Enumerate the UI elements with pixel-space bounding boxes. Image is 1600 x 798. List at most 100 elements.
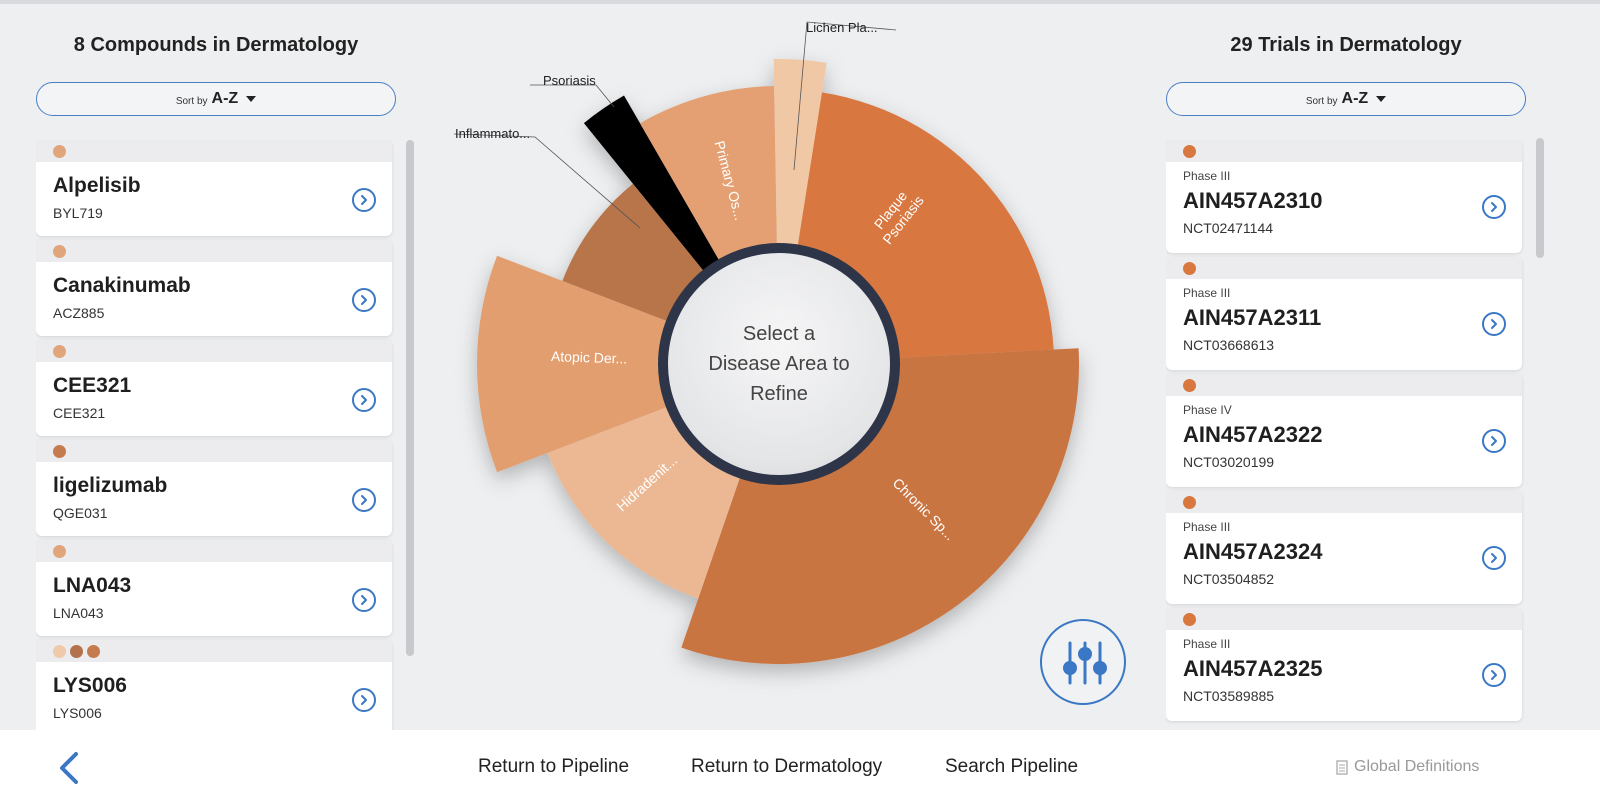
trial-id: AIN457A2311 xyxy=(1183,305,1322,330)
compound-code: CEE321 xyxy=(53,405,106,421)
disease-segment[interactable] xyxy=(547,406,741,599)
trial-nct: NCT02471144 xyxy=(1183,220,1274,236)
indication-dot xyxy=(87,644,100,658)
compound-card[interactable]: LNA043 LNA043 xyxy=(36,540,392,636)
indication-dot xyxy=(53,644,66,658)
compound-card[interactable]: ligelizumab QGE031 xyxy=(36,440,392,536)
card-header-strip xyxy=(36,440,392,462)
card-header-strip xyxy=(1166,374,1522,396)
indication-dot xyxy=(53,444,66,458)
chevron-left-icon xyxy=(60,752,78,784)
disease-segment[interactable] xyxy=(562,183,705,322)
chevron-right-icon[interactable] xyxy=(1482,195,1506,219)
trial-card[interactable]: Phase IV AIN457A2322 NCT03020199 xyxy=(1166,374,1522,487)
return-to-pipeline-link[interactable]: Return to Pipeline xyxy=(478,756,630,777)
indication-dot xyxy=(53,244,66,258)
card-header-strip xyxy=(36,540,392,562)
segment-external-label: Inflammato... xyxy=(455,126,530,141)
disease-segment[interactable] xyxy=(640,86,777,262)
disease-segment[interactable] xyxy=(781,89,1054,358)
indication-dot xyxy=(53,544,66,558)
center-text: Select a Disease Area to Refine xyxy=(708,323,850,405)
compound-card[interactable]: Alpelisib BYL719 xyxy=(36,140,392,236)
chevron-right-icon[interactable] xyxy=(1482,312,1506,336)
indication-dot xyxy=(53,344,66,358)
card-header-strip xyxy=(36,640,392,662)
global-definitions-link[interactable]: Global Definitions xyxy=(1336,758,1479,776)
disease-segment[interactable] xyxy=(681,348,1079,665)
trial-nct: NCT03504852 xyxy=(1183,571,1275,587)
trial-card[interactable]: Phase III AIN457A2310 NCT02471144 xyxy=(1166,140,1522,253)
compound-name: LNA043 xyxy=(53,574,132,597)
card-header-strip xyxy=(1166,257,1522,279)
segment-external-label: Psoriasis xyxy=(543,73,596,88)
back-button[interactable] xyxy=(54,750,84,789)
compound-name: Canakinumab xyxy=(53,274,191,297)
bottom-nav-bar: Return to Pipeline Return to Dermatology… xyxy=(0,730,1600,798)
compound-code: BYL719 xyxy=(53,205,103,221)
compound-code: LNA043 xyxy=(53,605,104,621)
trial-id: AIN457A2324 xyxy=(1183,539,1323,564)
trial-card[interactable]: Phase III AIN457A2324 NCT03504852 xyxy=(1166,491,1522,604)
chevron-right-icon[interactable] xyxy=(1482,546,1506,570)
compound-card[interactable]: CEE321 CEE321 xyxy=(36,340,392,436)
trial-nct: NCT03589885 xyxy=(1183,688,1275,704)
trial-phase: Phase III xyxy=(1183,520,1231,534)
search-pipeline-link[interactable]: Search Pipeline xyxy=(945,756,1079,777)
chevron-right-icon[interactable] xyxy=(1482,429,1506,453)
chevron-right-icon[interactable] xyxy=(352,488,376,512)
trial-phase: Phase III xyxy=(1183,286,1231,300)
chevron-right-icon[interactable] xyxy=(352,188,376,212)
caret-down-icon xyxy=(246,96,257,102)
compounds-list: Alpelisib BYL719 Canakinumab ACZ885 CEE321 CE… xyxy=(36,140,396,730)
trial-card[interactable]: Phase III AIN457A2325 NCT03589885 xyxy=(1166,608,1522,721)
compound-name: CEE321 xyxy=(53,374,132,397)
trial-nct: NCT03668613 xyxy=(1183,337,1275,353)
trial-card[interactable]: Phase III AIN457A2311 NCT03668613 xyxy=(1166,257,1522,370)
label-leader-line xyxy=(793,21,897,171)
sort-label: Sort by xyxy=(175,95,208,107)
compounds-scrollbar[interactable] xyxy=(406,140,414,656)
card-header-strip xyxy=(36,240,392,262)
compounds-sort-dropdown[interactable]: Sort by A-Z xyxy=(36,82,396,116)
indication-dot xyxy=(1183,261,1196,275)
indication-dot xyxy=(1183,612,1196,626)
trial-id: AIN457A2322 xyxy=(1183,422,1323,447)
card-header-strip xyxy=(36,340,392,362)
disease-segment[interactable] xyxy=(583,95,720,273)
trial-id: AIN457A2310 xyxy=(1183,188,1323,213)
card-header-strip xyxy=(1166,140,1522,162)
document-icon xyxy=(1336,759,1348,775)
return-to-dermatology-link[interactable]: Return to Dermatology xyxy=(691,756,883,777)
caret-down-icon xyxy=(1376,96,1387,102)
sort-value: A-Z xyxy=(211,90,239,107)
select-disease-area-button[interactable]: Select a Disease Area to Refine xyxy=(658,243,900,485)
indication-dot xyxy=(70,644,83,658)
compound-card[interactable]: Canakinumab ACZ885 xyxy=(36,240,392,336)
chevron-right-icon[interactable] xyxy=(1482,663,1506,687)
sliders-icon xyxy=(1063,641,1107,685)
chevron-right-icon[interactable] xyxy=(352,588,376,612)
trials-panel-title: 29 Trials in Dermatology xyxy=(1230,34,1462,56)
trial-id: AIN457A2325 xyxy=(1183,656,1323,681)
compound-name: Alpelisib xyxy=(53,174,141,197)
chevron-right-icon[interactable] xyxy=(352,388,376,412)
indication-dot xyxy=(1183,495,1196,509)
filter-settings-button[interactable] xyxy=(1040,619,1126,705)
disease-segment[interactable] xyxy=(773,58,827,248)
trials-scrollbar[interactable] xyxy=(1536,138,1544,258)
compound-card[interactable]: LYS006 LYS006 xyxy=(36,640,392,730)
label-leader-line xyxy=(530,84,615,108)
disease-segment[interactable] xyxy=(477,255,669,473)
trials-sort-dropdown[interactable]: Sort by A-Z xyxy=(1166,82,1526,116)
indication-dot xyxy=(1183,144,1196,158)
chevron-right-icon[interactable] xyxy=(352,288,376,312)
sort-value: A-Z xyxy=(1341,90,1369,107)
trial-phase: Phase IV xyxy=(1183,403,1232,417)
compound-code: QGE031 xyxy=(53,505,108,521)
indication-dot xyxy=(1183,378,1196,392)
chevron-right-icon[interactable] xyxy=(352,688,376,712)
compound-code: LYS006 xyxy=(53,705,102,721)
compound-name: ligelizumab xyxy=(53,474,168,497)
